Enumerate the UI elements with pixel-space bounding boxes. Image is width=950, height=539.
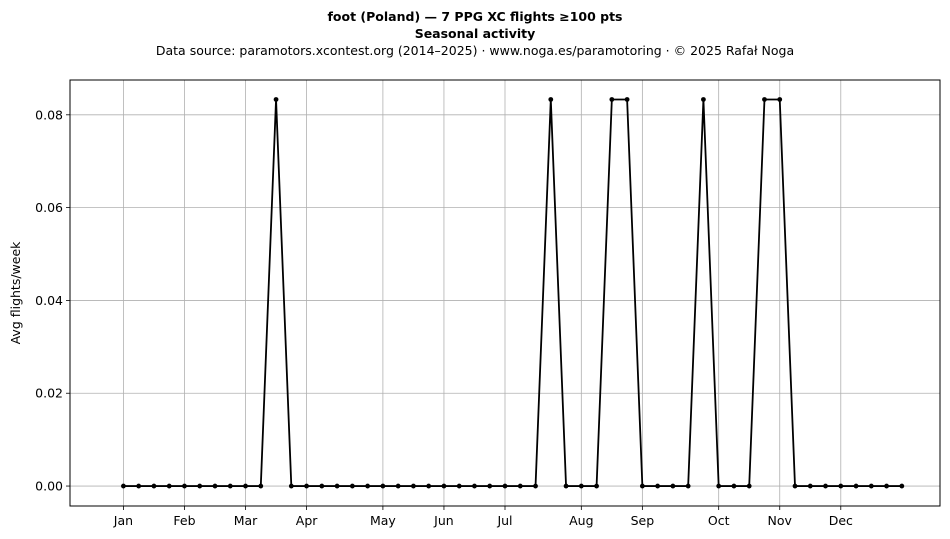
y-axis-label: Avg flights/week xyxy=(8,241,23,345)
data-point xyxy=(151,483,157,489)
chart-title: foot (Poland) — 7 PPG XC flights ≥100 pt… xyxy=(327,9,623,24)
data-point xyxy=(548,97,554,102)
data-point xyxy=(304,483,309,489)
data-point xyxy=(365,483,371,489)
data-point xyxy=(182,483,187,489)
data-point xyxy=(502,483,508,489)
data-point xyxy=(487,483,493,489)
y-tick-label: 0.06 xyxy=(35,200,63,215)
data-point xyxy=(441,483,447,489)
data-point xyxy=(136,483,142,489)
x-tick-label: Aug xyxy=(569,513,593,528)
data-point xyxy=(533,483,538,489)
x-tick-label: May xyxy=(370,513,396,528)
x-tick-label: Jul xyxy=(496,513,512,528)
data-point xyxy=(746,483,752,489)
x-tick-label: Oct xyxy=(708,513,730,528)
data-point xyxy=(288,483,294,489)
data-point xyxy=(395,483,401,489)
data-point xyxy=(334,483,340,489)
data-point xyxy=(319,483,325,489)
data-point xyxy=(823,483,828,489)
x-axis: Jan Feb Mar Apr May Jun Jul Aug Sep Oct Nov Dec xyxy=(113,506,853,528)
data-point xyxy=(731,483,737,489)
data-source-note: Data source: paramotors.xcontest.org (20… xyxy=(155,43,795,58)
data-point xyxy=(655,483,661,489)
data-point xyxy=(227,483,233,489)
y-axis: 0.00 0.02 0.04 0.06 0.08 xyxy=(35,107,70,494)
data-point xyxy=(639,483,645,489)
y-tick-label: 0.00 xyxy=(35,479,63,494)
series-line xyxy=(121,97,905,489)
data-point xyxy=(762,97,767,102)
y-tick-label: 0.04 xyxy=(35,293,63,308)
data-point xyxy=(197,483,203,489)
data-point xyxy=(777,97,783,102)
x-tick-label: Feb xyxy=(173,513,195,528)
y-tick-label: 0.08 xyxy=(35,107,63,122)
data-point xyxy=(426,483,432,489)
data-point xyxy=(807,483,813,489)
data-point xyxy=(243,483,248,489)
x-tick-label: Sep xyxy=(631,513,655,528)
data-point xyxy=(121,483,126,489)
data-point xyxy=(380,483,386,489)
data-point xyxy=(853,483,859,489)
data-point xyxy=(899,483,905,489)
grid-lines xyxy=(70,80,940,506)
data-point xyxy=(670,483,676,489)
data-point xyxy=(884,483,889,489)
chart-header: foot (Poland) — 7 PPG XC flights ≥100 pt… xyxy=(0,8,950,60)
data-point xyxy=(212,483,218,489)
data-point xyxy=(868,483,874,489)
data-point xyxy=(701,97,706,102)
data-point xyxy=(594,483,599,489)
x-tick-label: Jan xyxy=(113,513,133,528)
data-point xyxy=(609,97,615,102)
x-tick-label: Mar xyxy=(234,513,258,528)
data-point xyxy=(517,483,523,489)
data-point xyxy=(685,483,691,489)
data-point xyxy=(578,483,584,489)
data-point xyxy=(472,483,477,489)
data-point xyxy=(411,483,416,489)
y-tick-label: 0.02 xyxy=(35,386,63,401)
data-point xyxy=(258,483,264,489)
data-point xyxy=(563,483,569,489)
chart-subtitle: Seasonal activity xyxy=(414,26,536,41)
data-point xyxy=(838,483,844,489)
data-point xyxy=(349,483,355,489)
series-polyline xyxy=(123,98,902,487)
x-tick-label: Dec xyxy=(829,513,853,528)
x-tick-label: Jun xyxy=(433,513,454,528)
data-point xyxy=(792,483,798,489)
data-point xyxy=(273,97,279,102)
data-point xyxy=(166,483,172,489)
x-tick-label: Apr xyxy=(296,513,318,528)
data-point xyxy=(456,483,462,489)
x-tick-label: Nov xyxy=(768,513,793,528)
data-point xyxy=(624,97,630,102)
data-point xyxy=(716,483,722,489)
